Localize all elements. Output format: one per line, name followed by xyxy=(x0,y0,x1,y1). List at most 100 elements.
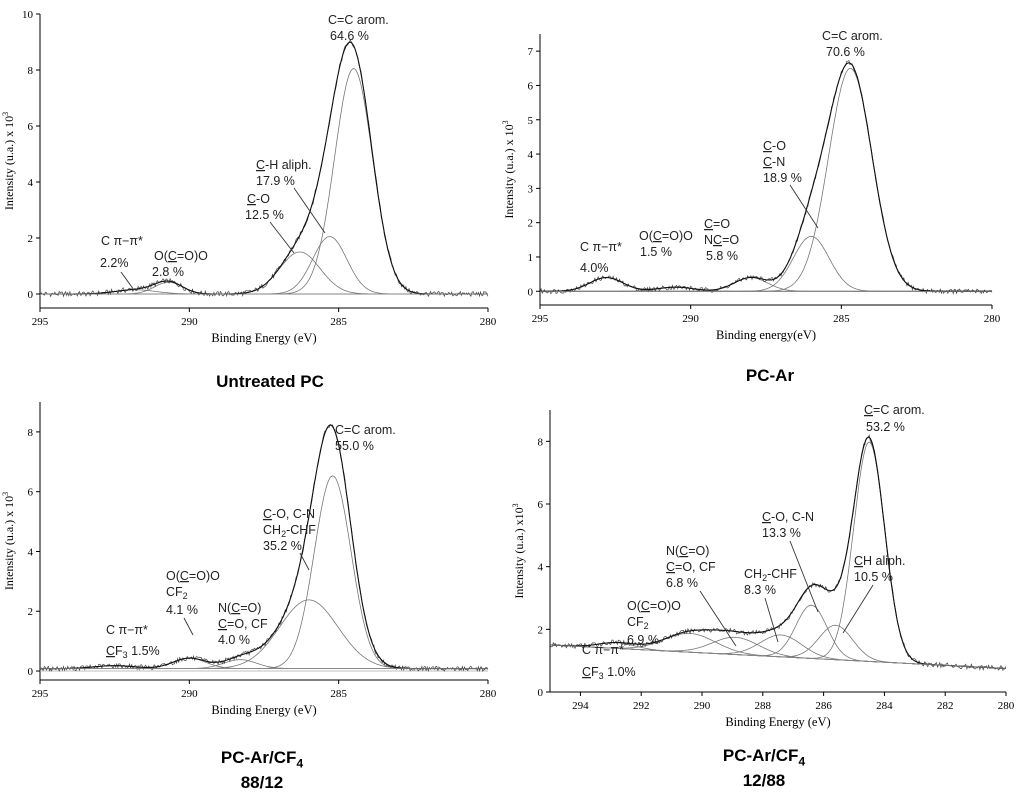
ann-p3-oco-value: 6.9 % xyxy=(627,633,659,647)
panel-pc-ar-cf4-12-88: 0 2 4 6 8 294 292 290 288 286 284 282 280 Binding Ene… xyxy=(511,410,1015,729)
x-tick-label: 280 xyxy=(998,700,1015,712)
y-tick-label: 8 xyxy=(28,427,34,439)
ann-p2-oco-label: O(C=O)O xyxy=(166,569,220,583)
ann-p0-cc-label: C=C arom. xyxy=(328,13,389,27)
fit-envelope xyxy=(550,436,1007,670)
x-tick-label: 280 xyxy=(984,313,1001,325)
ann-p3-co-value: 13.3 % xyxy=(762,526,801,540)
ann-p0-co-label: C-O xyxy=(247,192,270,206)
y-tick-label: 6 xyxy=(528,80,534,92)
x-tick-label: 290 xyxy=(181,316,198,328)
y-tick-label: 0 xyxy=(28,289,34,301)
x-tick-label: 280 xyxy=(480,316,497,328)
caption-pc-ar-cf4-88-12: PC-Ar/CF4 88/12 xyxy=(112,748,412,793)
y-axis-label: Intensity (u.a.) x103 xyxy=(511,503,526,598)
x-axis-label: Binding energy(eV) xyxy=(716,328,816,342)
y-tick-label: 0 xyxy=(528,286,534,298)
y-tick-label: 8 xyxy=(28,65,34,77)
ann-p2-nco-value: 4.0 % xyxy=(218,633,250,647)
ann-p2-ceo-label: C=O, CF xyxy=(218,617,268,631)
x-axis-label: Binding Energy (eV) xyxy=(211,703,316,717)
x-tick-label: 284 xyxy=(876,700,893,712)
y-tick-label: 4 xyxy=(28,546,34,558)
panel-pc-ar-cf4-88-12: 0 2 4 6 8 295 290 285 280 Binding Energy (eV) Inte… xyxy=(1,402,497,717)
ann-p3-cc-value: 53.2 % xyxy=(866,420,905,434)
baseline xyxy=(549,644,1007,669)
ann-p3-arrow-co xyxy=(789,540,819,613)
caption-untreated-pc-text: Untreated PC xyxy=(216,372,324,391)
caption-p2-sub: 4 xyxy=(296,756,304,771)
ann-p3-arrow-chf xyxy=(764,597,779,643)
component-peak-0 xyxy=(40,475,488,669)
panel-pc-ar: 0 1 2 3 4 5 6 7 295 290 285 280 Binding energy(eV) In… xyxy=(501,34,1001,342)
caption-untreated-pc: Untreated PC xyxy=(120,372,420,392)
ann-p3-cf3-label: CF3 1.0% xyxy=(582,665,636,681)
x-tick-label: 286 xyxy=(815,700,832,712)
y-tick-label: 0 xyxy=(538,687,544,699)
ann-p2-cc-value: 55.0 % xyxy=(335,439,374,453)
ann-p2-co-value: 35.2 % xyxy=(263,539,302,553)
ann-p3-nco-value: 6.8 % xyxy=(666,576,698,590)
ann-p2-arrow-oco xyxy=(183,617,194,636)
caption-pc-ar-cf4-12-88: PC-Ar/CF4 12/88 xyxy=(614,746,914,791)
ann-p1-pi-value: 4.0% xyxy=(580,261,609,275)
caption-p3-main: PC-Ar/CF xyxy=(722,746,799,765)
ann-p3-cf2-label: CF2 xyxy=(627,615,649,631)
ann-p2-cc-label: C=C arom. xyxy=(335,423,396,437)
ann-p0-arrow-ch xyxy=(293,187,326,234)
ann-p3-pi-label: C π−π* xyxy=(582,643,624,657)
x-tick-label: 290 xyxy=(694,700,711,712)
ann-p0-arrow-pi xyxy=(120,271,135,291)
x-tick-label: 294 xyxy=(572,700,589,712)
component-peak-3 xyxy=(40,657,488,669)
ann-p1-oco-label: O(C=O)O xyxy=(639,229,693,243)
x-tick-label: 295 xyxy=(32,316,49,328)
ann-p1-oco-value: 1.5 % xyxy=(640,245,672,259)
y-tick-label: 8 xyxy=(538,436,544,448)
y-axis-label: Intensity (u.a.) x 103 xyxy=(1,112,16,210)
y-tick-label: 6 xyxy=(538,499,544,511)
ann-p3-chf-label: CH2-CHF xyxy=(744,567,797,583)
y-tick-label: 10 xyxy=(22,9,34,21)
y-tick-label: 3 xyxy=(528,183,534,195)
ann-p0-oco-value: 2.8 % xyxy=(152,265,184,279)
ann-p1-ceo-value: 5.8 % xyxy=(706,249,738,263)
ann-p3-ch-value: 10.5 % xyxy=(854,570,893,584)
ann-p0-ch-label: C-H aliph. xyxy=(256,158,312,172)
y-tick-label: 6 xyxy=(28,487,34,499)
ann-p1-ceo-label: C=O xyxy=(704,217,730,231)
ann-p0-co-value: 12.5 % xyxy=(245,208,284,222)
x-tick-label: 285 xyxy=(330,316,347,328)
ann-p1-arrow-co xyxy=(789,184,819,229)
y-tick-label: 0 xyxy=(28,666,34,678)
annotations-pc-ar-cf4-12-88: C=C arom. 53.2 % C-O, C-N 13.3 % CH alip… xyxy=(582,403,925,681)
caption-pc-ar: PC-Ar xyxy=(620,366,920,386)
x-tick-label: 290 xyxy=(682,313,699,325)
ann-p1-co-label: C-O xyxy=(763,139,786,153)
ann-p1-cc-label: C=C arom. xyxy=(822,29,883,43)
ann-p3-arrow-ch xyxy=(842,584,874,634)
ann-p2-cf3-label: CF3 1.5% xyxy=(106,644,160,660)
ann-p0-cc-value: 64.6 % xyxy=(330,29,369,43)
caption-p3-ratio: 12/88 xyxy=(742,771,786,791)
caption-p3-sub: 4 xyxy=(798,754,806,769)
ann-p3-oco-label: O(C=O)O xyxy=(627,599,681,613)
ann-p3-ceo-label: C=O, CF xyxy=(666,560,716,574)
fit-envelope xyxy=(40,41,488,295)
ann-p0-pi-label: C π−π* xyxy=(101,234,143,248)
x-tick-label: 295 xyxy=(32,688,49,700)
ann-p2-co-label: C-O, C-N xyxy=(263,507,315,521)
ann-p3-cc-label: C=C arom. xyxy=(864,403,925,417)
ann-p3-co-label: C-O, C-N xyxy=(762,510,814,524)
y-axis-label: Intensity (u.a.) x 103 xyxy=(1,492,16,590)
y-tick-label: 2 xyxy=(528,218,534,230)
ann-p3-nco-label: N(C=O) xyxy=(666,544,709,558)
y-tick-label: 1 xyxy=(528,252,534,264)
x-tick-label: 285 xyxy=(833,313,850,325)
ann-p2-cf2-label: CF2 xyxy=(166,585,188,601)
y-tick-label: 4 xyxy=(528,149,534,161)
x-tick-label: 288 xyxy=(755,700,772,712)
ann-p1-cn-label: C-N xyxy=(763,155,785,169)
component-peak-2 xyxy=(40,659,488,669)
